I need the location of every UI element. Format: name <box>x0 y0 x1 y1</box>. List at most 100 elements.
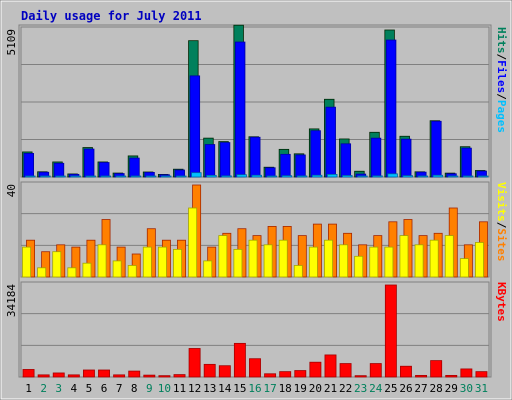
x-tick-label: 6 <box>101 382 108 395</box>
bar-pages-day-24 <box>372 175 383 178</box>
bar-sites-day-28 <box>429 239 439 278</box>
bar-kbytes-day-25 <box>384 284 397 378</box>
bar-sites-day-18 <box>278 239 288 278</box>
x-tick-label: 12 <box>188 382 201 395</box>
bar-pages-day-9 <box>145 175 157 178</box>
x-tick-label: 23 <box>354 382 367 395</box>
bar-pages-day-27 <box>417 175 429 178</box>
x-tick-label: 11 <box>173 382 186 395</box>
x-tick-label: 16 <box>248 382 261 395</box>
bar-sites-day-15 <box>233 248 243 278</box>
bar-kbytes-day-8 <box>128 370 141 378</box>
x-tick-label: 15 <box>233 382 246 395</box>
bar-sites-day-26 <box>399 235 409 278</box>
x-tick-label: 24 <box>369 382 383 395</box>
bar-sites-day-12 <box>188 207 198 278</box>
bar-pages-day-6 <box>100 175 111 178</box>
bar-files-day-20 <box>310 130 321 178</box>
x-tick-label: 17 <box>263 382 276 395</box>
series-legend: Hits/Files/Pages <box>495 27 508 133</box>
bar-kbytes-day-30 <box>460 368 473 378</box>
bar-kbytes-day-24 <box>369 363 382 378</box>
x-tick-label: 1 <box>25 382 32 395</box>
bar-sites-day-29 <box>444 235 454 278</box>
x-tick-label: 8 <box>131 382 138 395</box>
bar-files-day-15 <box>234 41 246 178</box>
bar-pages-day-15 <box>236 174 247 178</box>
bar-sites-day-17 <box>263 244 273 278</box>
bar-sites-day-7 <box>112 260 122 278</box>
x-tick-label: 25 <box>384 382 397 395</box>
x-axis-labels: 1 2 3 4 5 6 7 8 9 10 11 12 13 14 15 16 17 18 19 20 21 22 23 24 2… <box>25 382 488 395</box>
bar-files-day-22 <box>340 143 352 178</box>
x-tick-label: 27 <box>414 382 427 395</box>
bar-sites-day-30 <box>459 258 469 278</box>
bar-sites-day-16 <box>248 239 258 278</box>
bar-sites-day-24 <box>369 246 379 278</box>
bar-files-day-3 <box>53 162 65 178</box>
y-max-label: 34184 <box>5 284 18 317</box>
legend-files: Files <box>495 60 508 93</box>
bar-pages-day-31 <box>477 175 489 178</box>
bar-files-day-18 <box>280 153 291 178</box>
bar-sites-day-3 <box>52 251 62 278</box>
series-legend: KBytes <box>495 282 508 322</box>
x-tick-label: 30 <box>460 382 473 395</box>
bar-pages-day-5 <box>85 175 96 178</box>
bar-sites-day-8 <box>127 265 137 278</box>
bar-kbytes-day-12 <box>188 348 201 378</box>
bar-kbytes-day-18 <box>279 371 292 378</box>
bar-sites-day-11 <box>173 248 182 278</box>
x-tick-label: 18 <box>279 382 292 395</box>
x-tick-label: 14 <box>218 382 232 395</box>
bar-sites-day-9 <box>142 246 152 278</box>
x-tick-label: 19 <box>294 382 307 395</box>
bar-pages-day-13 <box>206 175 217 178</box>
bar-files-day-25 <box>385 39 397 178</box>
bar-pages-day-1 <box>25 175 36 178</box>
bar-kbytes-day-2 <box>37 374 50 378</box>
bar-kbytes-day-11 <box>173 374 186 378</box>
y-max-label: 40 <box>5 184 18 197</box>
bar-kbytes-day-15 <box>233 342 246 378</box>
bar-kbytes-day-16 <box>249 358 261 378</box>
panel-1: 5109 Hits/Files/Pages <box>5 24 508 178</box>
legend-visits: Visits <box>495 182 508 222</box>
bar-files-day-8 <box>129 157 140 178</box>
bar-sites-day-14 <box>218 235 228 278</box>
legend-kbytes: KBytes <box>495 282 508 322</box>
bar-files-day-24 <box>370 137 382 178</box>
bar-sites-day-20 <box>308 246 318 278</box>
bar-kbytes-day-17 <box>264 373 277 378</box>
bar-sites-day-21 <box>324 239 333 278</box>
legend-separator: / <box>495 93 508 100</box>
bar-pages-day-23 <box>357 175 368 178</box>
bar-pages-day-17 <box>266 175 278 178</box>
x-tick-label: 10 <box>158 382 171 395</box>
bar-sites-day-13 <box>203 260 213 278</box>
bar-files-day-28 <box>431 120 442 178</box>
bar-kbytes-day-6 <box>98 369 110 378</box>
bar-files-day-19 <box>295 154 306 178</box>
x-tick-label: 3 <box>55 382 62 395</box>
bar-kbytes-day-10 <box>158 375 171 378</box>
bar-kbytes-day-4 <box>67 374 80 378</box>
bar-pages-day-14 <box>221 175 232 178</box>
bar-pages-day-2 <box>40 175 51 178</box>
bar-kbytes-day-21 <box>324 354 337 378</box>
bar-files-day-26 <box>401 138 412 178</box>
series-legend: Visits/Sites <box>495 182 508 262</box>
legend-sites: Sites <box>495 228 508 261</box>
bar-pages-day-8 <box>130 175 142 178</box>
bar-files-day-21 <box>325 106 336 178</box>
bar-pages-day-30 <box>462 175 474 178</box>
bar-files-day-30 <box>461 147 472 178</box>
x-tick-label: 9 <box>146 382 153 395</box>
panel-3: 34184 KBytes <box>5 281 508 378</box>
chart-title: Daily usage for July 2011 <box>21 9 202 23</box>
legend-hits: Hits <box>495 27 508 54</box>
bar-pages-day-3 <box>55 175 66 178</box>
bar-sites-day-27 <box>414 244 424 278</box>
